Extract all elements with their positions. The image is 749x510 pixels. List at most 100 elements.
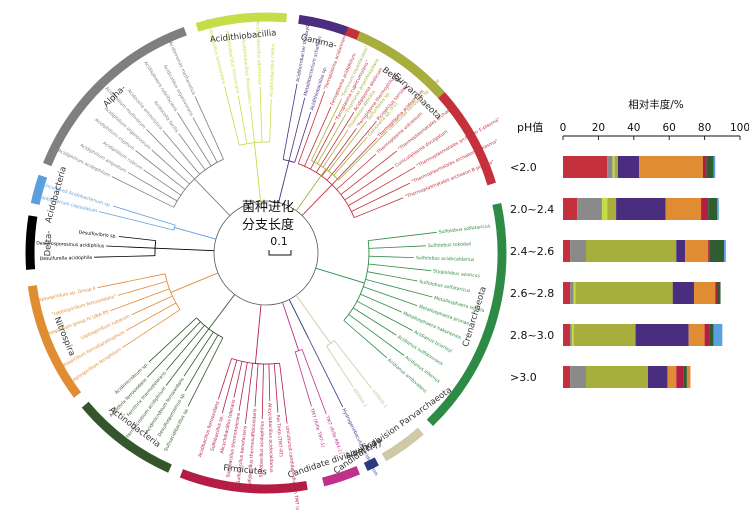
bar-segment (577, 198, 602, 220)
branch-leaf (288, 97, 306, 161)
ring-segment-aquificae (363, 457, 379, 471)
branch-leaf (368, 255, 414, 258)
branch-leaf (162, 130, 201, 175)
branch-arc-candidate-division-parvarchaeota (326, 340, 335, 347)
branch-stem-delta (155, 247, 215, 252)
branch-leaf (316, 114, 347, 164)
branch-arc-nitrospira (164, 273, 181, 310)
bar-segment (563, 324, 571, 346)
x-tick-label: 100 (730, 122, 749, 134)
bar-segment (617, 156, 640, 178)
branch-leaf (187, 337, 224, 407)
branch-leaf (97, 273, 166, 289)
bar-segment (601, 198, 608, 220)
bar-segment (586, 366, 648, 388)
branch-stem-alpha (194, 178, 231, 216)
branch-stem-gamma (278, 160, 290, 203)
bar-segment (709, 324, 714, 346)
bar-segment (716, 282, 721, 304)
chart-title: 相对丰度/% (628, 98, 684, 111)
bar-segment (639, 156, 703, 178)
branch-leaf (311, 98, 343, 161)
branch-leaf (322, 129, 349, 168)
branch-stem-euryarchaeota (301, 184, 333, 216)
branch-leaf (165, 328, 210, 386)
leaf-label: Sulfolobus acidocaldarius (416, 255, 475, 263)
branch-leaf (122, 309, 181, 348)
branch-leaf (148, 317, 197, 363)
branch-leaf (110, 288, 170, 312)
group-label-firmicutes: Firmicutes (223, 463, 268, 477)
branch-leaf (131, 295, 173, 316)
branch-leaf (192, 117, 218, 163)
branch-leaf (127, 171, 178, 202)
bar-segment (667, 366, 677, 388)
branch-leaf (178, 133, 206, 171)
tree-branches (94, 83, 437, 424)
branch-leaf (146, 321, 201, 378)
branch-stem-acidithiobacillia (253, 142, 262, 202)
bar-segment (683, 366, 687, 388)
leaf-label: Sulfobacillus thermosulfidooxidans (247, 408, 259, 489)
bar-segment (563, 366, 571, 388)
branch-leaf (94, 255, 156, 258)
leaf-label: Desulfurella acidophila (40, 255, 93, 262)
leaf-label: Acidomonas methanolica (167, 41, 196, 96)
bar-segment (724, 240, 726, 262)
branch-leaf (151, 149, 190, 185)
branch-leaf (279, 363, 288, 424)
branch-leaf (368, 231, 437, 241)
category-label: 2.8~3.0 (510, 329, 554, 342)
branch-leaf (328, 120, 368, 172)
leaf-label: Sulfolobus solfataricus (438, 223, 491, 235)
branch-arc-alpha (173, 158, 224, 208)
branch-stem-aquificae (288, 299, 309, 339)
branch-leaf (297, 91, 325, 164)
bar-segment (614, 156, 618, 178)
ring-segment-acidithiobacillia (195, 12, 287, 32)
branch-leaf (146, 129, 195, 180)
bar-segment (575, 282, 673, 304)
branch-leaf (301, 349, 327, 415)
ring-segment-delta (25, 215, 38, 270)
x-tick-label: 0 (560, 122, 567, 134)
branch-leaf (304, 106, 332, 167)
branch-arc-euryarchaeota (298, 163, 355, 218)
bar-segment (563, 240, 571, 262)
branch-leaf (326, 120, 377, 181)
branch-leaf (333, 136, 368, 176)
branch-stem-acidobacteria (174, 227, 217, 240)
branch-stem-crenarchaeota (315, 267, 365, 284)
abundance-chart: 相对丰度/% pH值 0 20 40 60 80 100 <2.0 2.0~2.4 2.4~2… (510, 98, 749, 388)
leaf-label: Acidianus ambivalens (386, 357, 428, 395)
branch-leaf (194, 96, 224, 160)
bar-segment (716, 198, 719, 220)
leaf-label: Desulfovibrio sp. (78, 230, 117, 240)
branch-leaf (352, 307, 397, 336)
bar-segment (693, 282, 716, 304)
leaf-label: Sulfobacillus acidophilus (258, 420, 265, 477)
branch-leaf (221, 359, 238, 414)
ring-segment-nitrospira (27, 285, 82, 398)
scale-bar (268, 250, 292, 256)
category-label: 2.6~2.8 (510, 287, 554, 300)
bar-segment (563, 282, 571, 304)
bar-segment (672, 282, 694, 304)
bar-segment (708, 240, 710, 262)
branch-leaf (338, 130, 388, 181)
branch-leaf (135, 150, 186, 190)
leaf-label: Sulfolobus tokodaii (428, 241, 472, 249)
branch-leaf (367, 271, 418, 282)
group-ring (25, 12, 507, 494)
branch-arc-actinobacteria (196, 317, 224, 339)
branch-leaf (143, 169, 182, 196)
branch-leaf (259, 87, 263, 143)
bar-segment (612, 156, 615, 178)
branch-leaf (368, 245, 426, 249)
branch-arc-firmicutes (231, 358, 280, 365)
bar-segment (647, 366, 668, 388)
branch-leaf (294, 351, 312, 407)
branch-leaf (183, 331, 214, 377)
ring-segment-alpha (43, 26, 187, 167)
bar-segment (635, 324, 689, 346)
